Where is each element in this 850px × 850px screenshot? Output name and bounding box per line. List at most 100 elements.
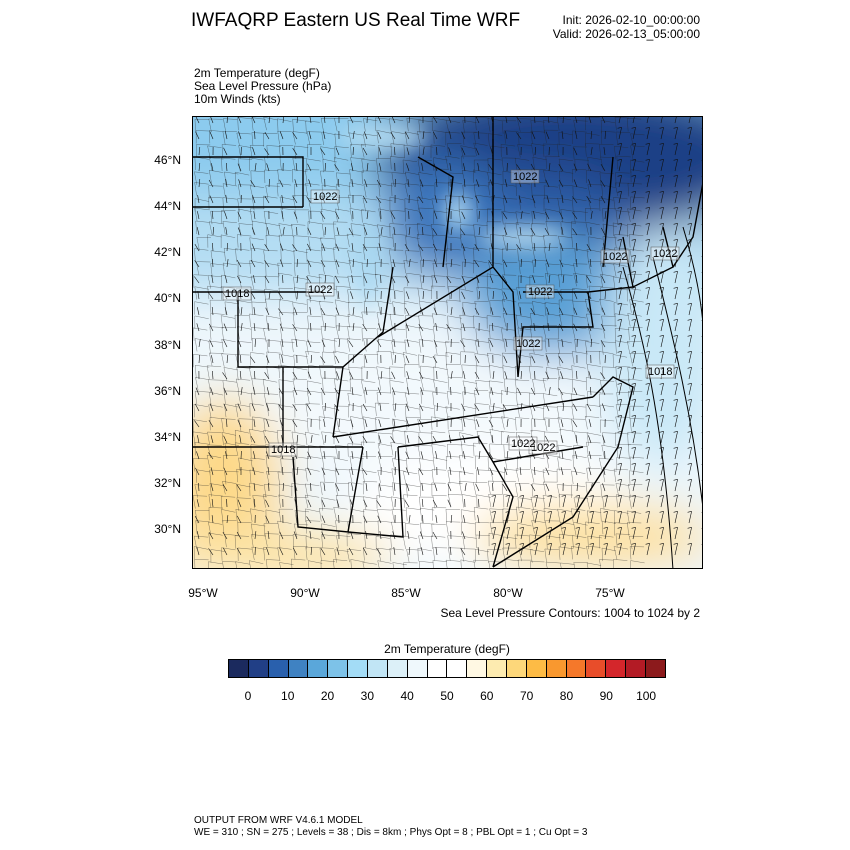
wind-barb <box>687 271 692 284</box>
wind-barb <box>631 335 636 348</box>
footer-config: WE = 310 ; SN = 275 ; Levels = 38 ; Dis … <box>194 827 588 838</box>
wind-barb <box>659 415 664 428</box>
wind-barb <box>377 131 382 140</box>
wind-barb <box>673 479 678 492</box>
wind-barb <box>268 482 270 492</box>
wind-barb <box>645 367 650 380</box>
wind-barb <box>419 403 424 412</box>
wind-barb <box>307 339 312 348</box>
colorbar-swatch <box>387 660 408 677</box>
wind-barb <box>603 543 608 556</box>
wind-barb <box>447 483 452 492</box>
wind-barb <box>659 367 664 380</box>
wind-barb <box>617 319 622 332</box>
wind-barb <box>478 498 480 508</box>
wind-barb <box>576 242 578 252</box>
wind-barb <box>687 255 692 268</box>
wind-barb <box>575 435 578 444</box>
wind-barb <box>617 431 622 444</box>
colorbar-swatch <box>626 660 647 677</box>
wind-barb <box>659 527 664 540</box>
wind-barb <box>673 495 678 508</box>
wind-barb <box>394 466 396 476</box>
wind-barb <box>687 207 692 220</box>
colorbar-swatch <box>288 660 309 677</box>
wind-barb <box>226 162 228 172</box>
wind-barb <box>197 291 200 300</box>
wind-barb <box>617 335 622 348</box>
wind-barb <box>362 436 368 444</box>
wind-barb <box>631 495 636 508</box>
wind-barb <box>225 195 228 204</box>
wind-barb <box>225 227 228 236</box>
field-winds: 10m Winds (kts) <box>194 92 281 106</box>
wind-barb <box>378 147 382 156</box>
wind-barb <box>406 371 410 380</box>
wind-barb <box>505 495 510 508</box>
wind-barb <box>194 515 200 524</box>
wind-barb <box>530 387 536 396</box>
wind-barb <box>559 307 564 316</box>
svg-text:1022: 1022 <box>516 338 540 350</box>
field-pressure: Sea Level Pressure (hPa) <box>194 79 332 93</box>
wind-barb <box>673 431 678 444</box>
wind-barb <box>351 275 354 284</box>
wind-barb <box>450 258 453 268</box>
colorbar-swatch <box>467 660 488 677</box>
wind-barb <box>225 179 228 188</box>
wind-barb <box>334 404 340 412</box>
wind-barb <box>604 354 606 364</box>
wind-barb <box>516 132 522 140</box>
wind-barb <box>559 259 564 268</box>
wind-barb <box>268 291 271 300</box>
colorbar-label: 50 <box>440 689 454 703</box>
wind-barb <box>366 291 369 300</box>
wind-barb <box>503 291 508 300</box>
wind-barb <box>264 148 270 156</box>
wind-barb <box>659 175 664 188</box>
wind-barb <box>406 291 410 300</box>
wind-barb <box>576 482 578 492</box>
wind-barb <box>222 483 228 492</box>
wind-barb <box>253 419 256 428</box>
wind-barb <box>491 435 494 444</box>
wind-barb <box>211 515 214 524</box>
wind-barb <box>268 117 271 124</box>
wind-barb <box>558 292 564 300</box>
wind-barb <box>282 482 284 492</box>
wind-barb <box>351 467 354 476</box>
wind-barb <box>519 543 524 556</box>
wind-barb <box>617 543 622 556</box>
wind-barb <box>502 484 508 492</box>
wind-barb <box>520 338 522 348</box>
wind-barb <box>307 371 312 380</box>
wind-barb <box>394 146 396 156</box>
wind-barb <box>687 543 692 556</box>
wind-barb <box>559 211 564 220</box>
wind-barb <box>349 499 354 508</box>
wind-barb <box>296 117 298 124</box>
wind-barb <box>687 447 692 460</box>
wind-barb <box>533 527 538 540</box>
wind-barb <box>335 435 340 444</box>
lat-tick: 30°N <box>154 522 181 536</box>
wind-barb <box>464 483 467 492</box>
wind-barb <box>404 500 410 508</box>
wind-barb <box>659 127 664 140</box>
wind-barb <box>435 451 438 460</box>
lat-tick: 32°N <box>154 476 181 490</box>
wind-barb <box>518 451 522 460</box>
wind-barb <box>447 499 452 508</box>
wind-barb <box>463 163 466 172</box>
wind-barb <box>432 531 438 540</box>
wind-barb <box>307 467 312 476</box>
wind-barb <box>352 354 355 364</box>
wind-barb <box>210 467 214 476</box>
wind-barb <box>380 227 383 236</box>
wind-barb <box>659 255 664 268</box>
wind-barb <box>323 419 326 428</box>
wind-barb <box>393 227 396 236</box>
wind-barb <box>307 259 312 268</box>
wind-barb <box>506 419 509 428</box>
wind-barb <box>545 259 550 268</box>
